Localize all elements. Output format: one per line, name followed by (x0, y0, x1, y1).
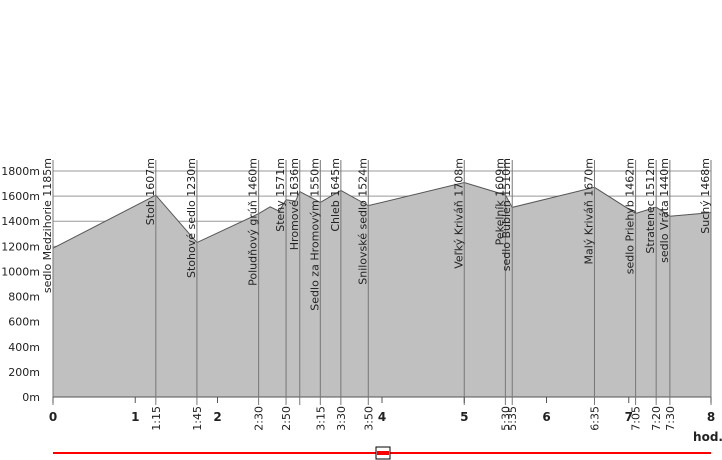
x-tick-label: 5 (460, 410, 468, 424)
y-tick-label: 1000m (1, 265, 40, 278)
time-tick-label: 1:15 (150, 406, 163, 431)
x-tick-label: 2 (213, 410, 221, 424)
y-tick-label: 800m (8, 291, 40, 304)
x-tick-label: 0 (49, 410, 57, 424)
profile-line (52, 182, 712, 249)
profile-area (53, 182, 711, 397)
waypoint-label: Snilovské sedlo 1524m (356, 158, 369, 285)
waypoint-label: Malý Kriváň 1670m (582, 158, 595, 265)
x-tick-label: 8 (707, 410, 715, 424)
waypoint-label: Sedlo za Hromovým 1550m (308, 158, 321, 311)
time-tick-label: 1:45 (191, 406, 204, 431)
waypoint-label: Suchý 1468m (699, 158, 712, 234)
y-tick-label: 1400m (1, 215, 40, 228)
x-tick-label: 4 (378, 410, 386, 424)
waypoint-label: Poludňový grúň 1460m (247, 158, 260, 286)
y-tick-label: 1800m (1, 165, 40, 178)
y-tick-label: 0m (22, 391, 40, 404)
time-tick-label: 3:30 (335, 406, 348, 431)
time-tick-label: 7:20 (650, 406, 663, 431)
waypoint-label: Steny 1571m (274, 158, 287, 232)
time-tick-label: 2:50 (280, 406, 293, 431)
waypoint-label: Stoh 1607m (144, 158, 157, 225)
waypoint-label: Stohové sedlo 1230m (185, 158, 198, 278)
y-tick-label: 1200m (1, 240, 40, 253)
time-tick-label: 5:30 (499, 406, 512, 431)
waypoint-label: Veľký Kriváň 1708m (452, 158, 465, 269)
time-tick-label: 6:35 (588, 406, 601, 431)
y-tick-label: 400m (8, 341, 40, 354)
y-tick-label: 1600m (1, 190, 40, 203)
waypoint-label: sedlo Vráta 1440m (658, 158, 671, 263)
waypoint-label: sedlo Bublen 1510m (500, 158, 513, 271)
y-tick-label: 600m (8, 316, 40, 329)
waypoint-label: sedlo Priehyb 1462m (624, 158, 637, 274)
waypoint-label: Stratenec 1512m (644, 158, 657, 254)
waypoint-label: Chleb 1645m (329, 158, 342, 232)
time-tick-label: 7:30 (664, 406, 677, 431)
x-tick-label: 6 (542, 410, 550, 424)
waypoint-label: Pekelník 1609m (493, 158, 506, 245)
scroll-thumb-fill (377, 451, 389, 455)
x-axis-label: hod. (693, 430, 722, 444)
time-tick-label: 7:05 (630, 406, 643, 431)
x-tick-label: 1 (131, 410, 139, 424)
time-tick-label: 2:30 (253, 406, 266, 431)
y-tick-label: 200m (8, 366, 40, 379)
waypoint-label: Hromové 1636m (288, 158, 301, 250)
waypoint-label: sedlo Medzihorie 1185m (41, 158, 54, 293)
x-tick-label: 7 (625, 410, 633, 424)
time-tick-label: 3:15 (314, 406, 327, 431)
time-tick-label: 3:50 (362, 406, 375, 431)
time-tick-label: 5:35 (506, 406, 519, 431)
